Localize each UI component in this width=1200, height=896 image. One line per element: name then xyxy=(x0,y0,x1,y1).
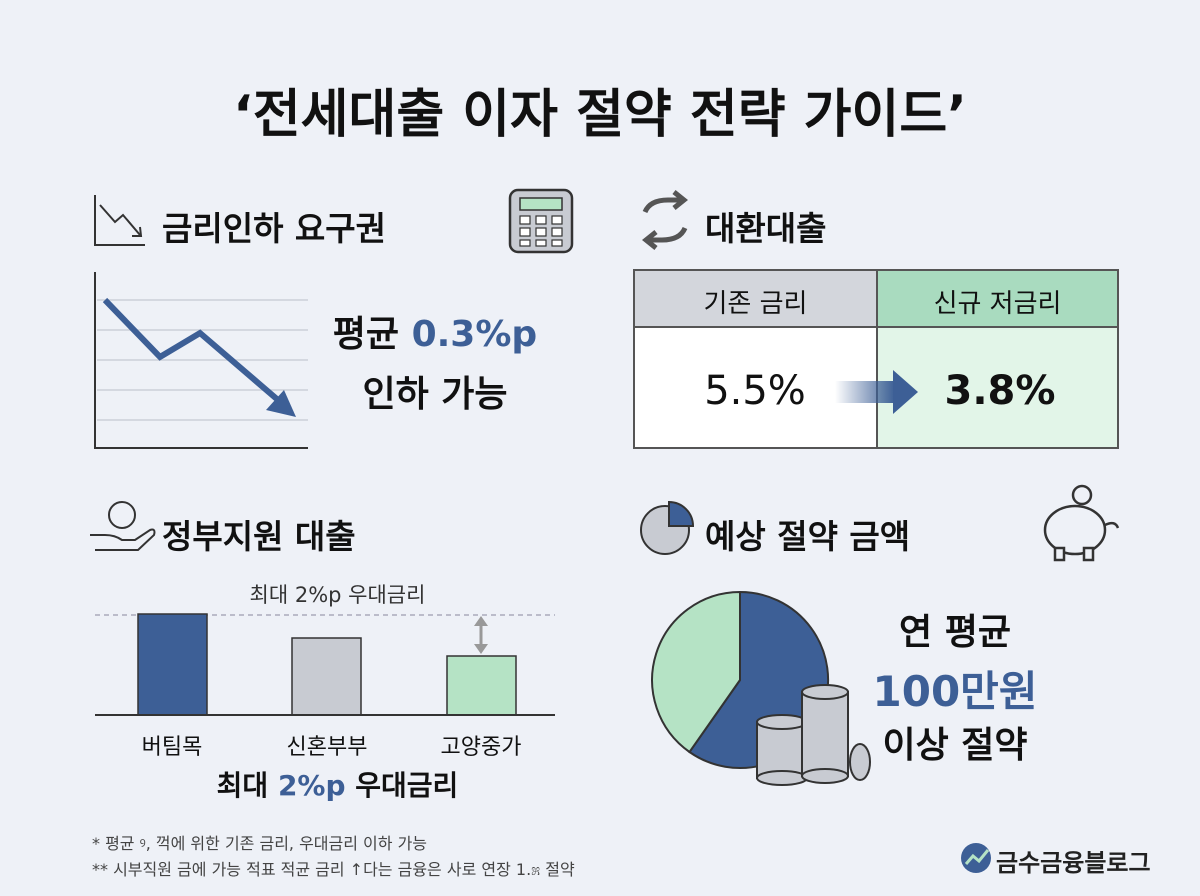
footnote: * 평균 ꝰ, 꺽에 위한 기존 금리, 우대금리 이하 가능 xyxy=(92,834,428,853)
section-heading: 대환대출 xyxy=(705,209,827,248)
label: 최대 xyxy=(216,769,269,802)
label: 평균 xyxy=(332,314,400,355)
section-heading: 예상 절약 금액 xyxy=(705,517,911,556)
value: 0.3%p xyxy=(411,314,538,355)
pie-icon xyxy=(640,500,695,555)
caption: 최대 2%p 우대금리 xyxy=(150,764,525,804)
rate-cut-line1: 평균 0.3%p xyxy=(310,305,560,357)
line-chart xyxy=(94,272,308,449)
label: 우대금리 xyxy=(355,769,459,802)
rate-cut-line2: 인하 가능 xyxy=(362,374,508,415)
hand-coin-icon xyxy=(90,501,156,551)
category-label: 신혼부부 xyxy=(286,735,368,760)
new-rate: 3.8% xyxy=(944,368,1056,414)
piggy-icon xyxy=(1043,484,1120,562)
savings-value: 100만원 xyxy=(872,667,1038,716)
brand: 금수금융블로그 xyxy=(996,849,1151,877)
calculator-icon xyxy=(508,188,574,254)
value: 2%p xyxy=(277,769,346,802)
section-heading: 금리인하 요구권 xyxy=(162,209,387,248)
rate-table xyxy=(633,269,1119,449)
title: ‘전세대출 이자 절약 전략 가이드’ xyxy=(233,85,967,145)
guide-label: 최대 2%p 우대금리 xyxy=(249,583,426,607)
table-header: 기존 금리 xyxy=(703,289,808,319)
footnote: ** 시부직원 금에 가능 적표 적균 금리 ↑다는 금융은 사로 연장 1.೫… xyxy=(92,860,575,879)
table-header: 신규 저금리 xyxy=(933,289,1062,319)
bar-chart xyxy=(95,613,555,716)
swap-icon xyxy=(641,190,689,250)
category-label: 고양중가 xyxy=(440,735,522,760)
old-rate: 5.5% xyxy=(704,368,806,414)
section-heading: 정부지원 대출 xyxy=(162,517,356,556)
savings-line1: 연 평균 xyxy=(899,612,1011,653)
trend-icon xyxy=(94,195,145,246)
coins xyxy=(756,684,871,786)
savings-line3: 이상 절약 xyxy=(882,725,1028,766)
category-label: 버팀목 xyxy=(141,735,203,760)
brand-logo xyxy=(961,843,991,873)
